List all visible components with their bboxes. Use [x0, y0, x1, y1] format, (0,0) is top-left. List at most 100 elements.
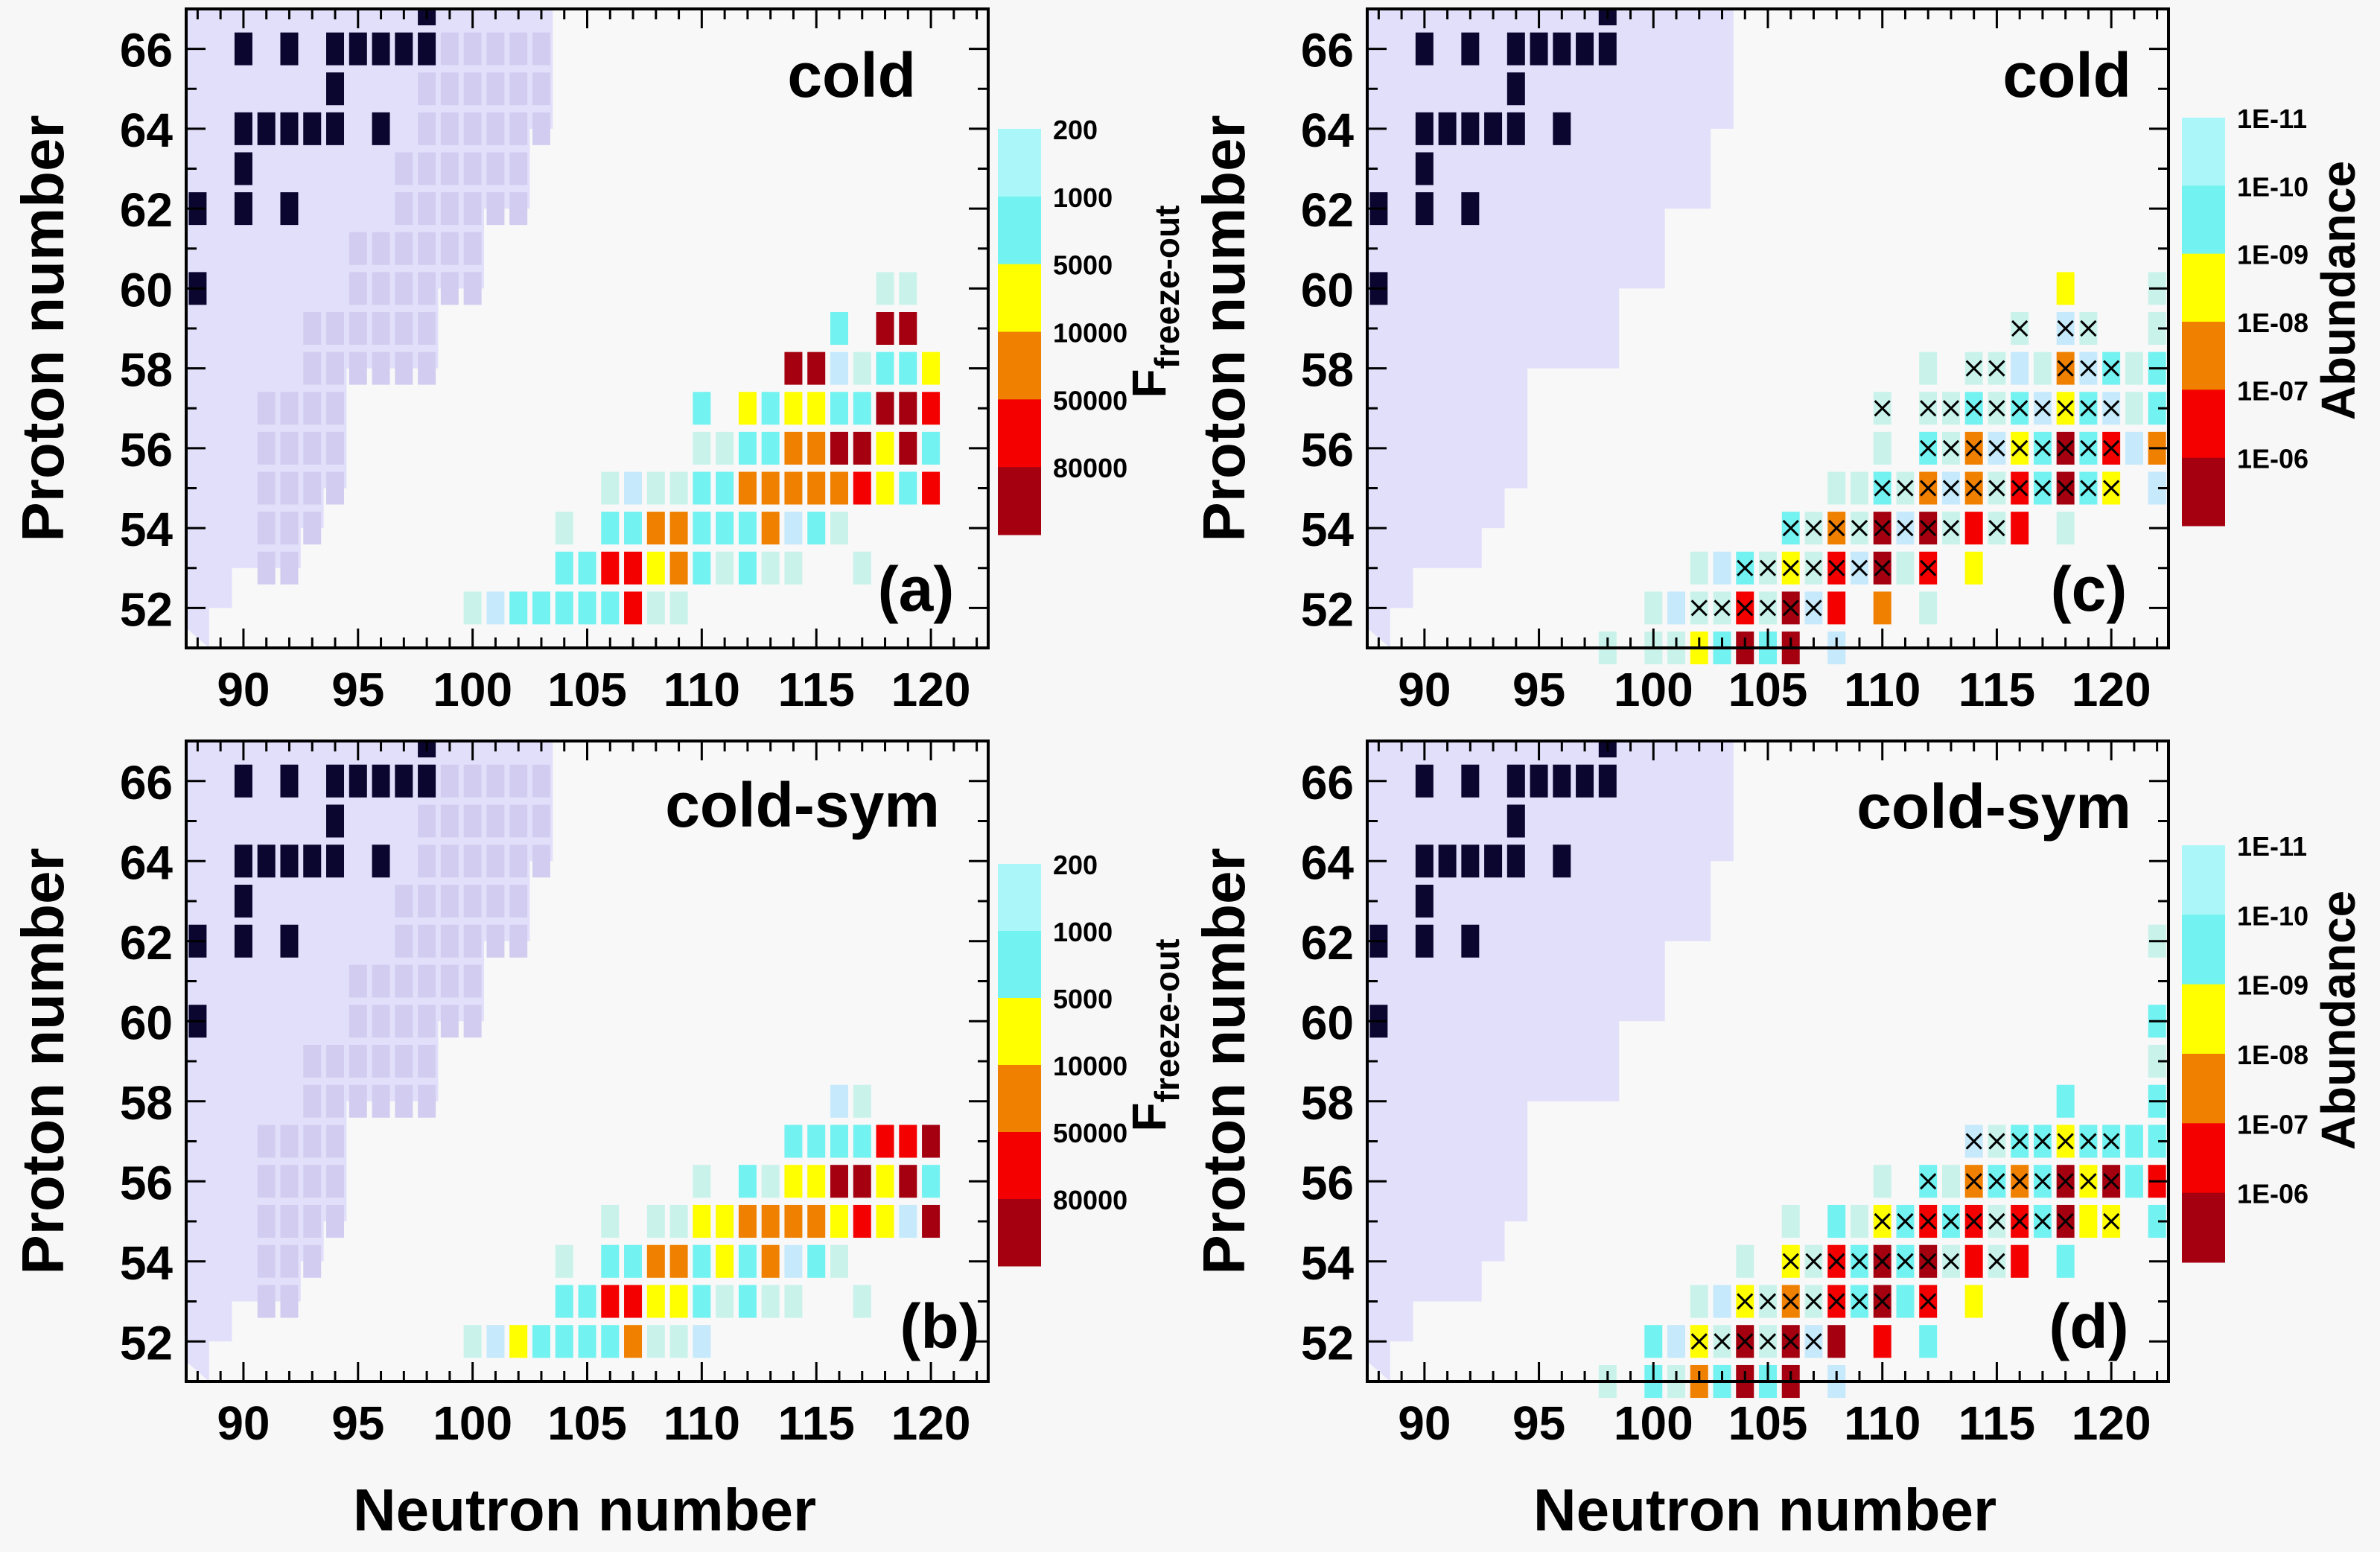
known-nucleus-cell	[440, 845, 459, 878]
stable-nucleus-cell	[257, 112, 276, 145]
nucleus-cell	[922, 431, 941, 465]
colorbar-label: 50000	[1053, 1118, 1127, 1148]
scenario-label: cold	[2002, 40, 2131, 110]
stable-nucleus-cell	[1530, 32, 1548, 66]
cross-marker	[2103, 360, 2120, 377]
panel-b: 90 95 100 105 110 115 120 52 54 56 58 60 62 64 66 Proto…	[10, 740, 1186, 1450]
nucleus-cell	[899, 392, 917, 425]
x-tick-label: 120	[891, 1396, 971, 1450]
known-nucleus-cell	[372, 272, 390, 305]
nucleus-cell	[830, 431, 848, 465]
cross-marker	[1874, 400, 1891, 417]
known-nucleus-cell	[509, 884, 528, 918]
nucleus-cell	[1781, 1204, 1800, 1238]
x-tick-label: 90	[217, 1396, 270, 1450]
colorbar-label: 1E-06	[2237, 444, 2309, 474]
stable-nucleus-cell	[280, 845, 299, 878]
nucleus-cell	[807, 1204, 826, 1238]
nucleus-cell	[807, 1165, 826, 1198]
known-nucleus-cell	[372, 232, 390, 265]
known-nucleus-cell	[280, 1125, 299, 1158]
nucleus-cell	[807, 471, 826, 505]
nucleus-cell	[601, 512, 620, 545]
cross-marker	[1805, 600, 1822, 617]
x-axis-title-right: Neutron number	[1533, 1477, 1996, 1543]
known-nucleus-cell	[257, 431, 276, 465]
nucleus-cell	[761, 431, 780, 465]
cross-marker	[1851, 1253, 1868, 1270]
known-nucleus-cell	[326, 471, 345, 505]
cross-marker	[1965, 1173, 1982, 1190]
nucleus-cell	[830, 312, 848, 345]
nucleus-cell	[716, 551, 734, 585]
colorbar-bin	[998, 196, 1041, 265]
known-nucleus-cell	[395, 312, 413, 345]
cross-marker	[2011, 439, 2029, 457]
nucleus-cell	[1827, 591, 1846, 625]
cross-marker	[1782, 559, 1799, 576]
cross-marker	[1942, 1212, 1960, 1230]
stable-nucleus-cell	[326, 764, 345, 798]
colorbar-title: Ffreeze-out	[1122, 206, 1186, 398]
nucleus-cell	[830, 1244, 848, 1278]
known-nucleus-cell	[280, 551, 299, 585]
nucleus-cell	[716, 1285, 734, 1318]
colorbar-bin	[998, 399, 1041, 468]
cross-marker	[1782, 1253, 1799, 1270]
stable-nucleus-cell	[372, 32, 390, 66]
nucleus-cell	[1713, 1285, 1731, 1318]
colorbar-label: 1E-11	[2237, 831, 2307, 862]
cross-marker	[1737, 1293, 1754, 1310]
cross-marker	[2034, 400, 2052, 417]
known-nucleus-cell	[463, 272, 482, 305]
known-nucleus-cell	[509, 32, 528, 66]
cross-marker	[1920, 400, 1937, 417]
known-nucleus-cell	[463, 764, 482, 798]
colorbar-bin	[2182, 389, 2225, 459]
stable-nucleus-cell	[1553, 764, 1571, 798]
cross-marker	[1759, 1333, 1777, 1350]
known-nucleus-cell	[463, 112, 482, 145]
nucleus-cell	[1919, 1325, 1938, 1358]
x-tick-label: 95	[331, 1396, 384, 1450]
cross-marker	[2011, 1133, 2029, 1150]
known-nucleus-cell	[303, 1204, 322, 1238]
stable-nucleus-cell	[1506, 72, 1525, 106]
y-tick-label: 52	[1301, 582, 1354, 636]
cross-marker	[1942, 1253, 1960, 1270]
nucleus-cell	[830, 1084, 848, 1118]
stable-nucleus-cell	[303, 112, 322, 145]
panel-a: 90 95 100 105 110 115 120 52 54 56 58 60 62 64 66 Proto…	[10, 7, 1186, 716]
y-tick-label: 60	[1301, 263, 1354, 317]
known-nucleus-cell	[280, 431, 299, 465]
nucleus-cell	[876, 392, 894, 425]
nucleus-cell	[738, 1165, 757, 1198]
nucleus-cell	[624, 1285, 643, 1318]
cross-marker	[2080, 319, 2097, 337]
known-nucleus-cell	[509, 804, 528, 838]
nucleus-cell	[693, 1244, 711, 1278]
colorbar-label: 10000	[1053, 318, 1127, 349]
nucleus-cell	[669, 1244, 688, 1278]
cross-marker	[2080, 1133, 2097, 1150]
known-nucleus-cell	[463, 192, 482, 226]
known-nucleus-cell	[395, 232, 413, 265]
y-tick-label: 64	[120, 104, 174, 157]
y-tick-label: 56	[1301, 1156, 1354, 1209]
y-tick-label: 62	[1301, 183, 1354, 237]
y-tick-label: 52	[1301, 1316, 1354, 1370]
known-nucleus-cell	[463, 32, 482, 66]
nucleus-cell	[555, 1285, 573, 1318]
x-tick-label: 115	[778, 1396, 855, 1450]
colorbar-label: 1E-10	[2237, 171, 2309, 202]
nucleus-cell	[555, 1244, 573, 1278]
known-nucleus-cell	[440, 32, 459, 66]
nucleus-cell	[693, 1325, 711, 1358]
x-tick-label: 105	[547, 1396, 627, 1450]
cross-marker	[1690, 600, 1708, 617]
y-tick-label: 60	[1301, 996, 1354, 1049]
x-tick-label: 100	[433, 663, 512, 716]
known-nucleus-cell	[280, 471, 299, 505]
cross-marker	[1851, 1293, 1868, 1310]
nucleus-cell	[716, 431, 734, 465]
